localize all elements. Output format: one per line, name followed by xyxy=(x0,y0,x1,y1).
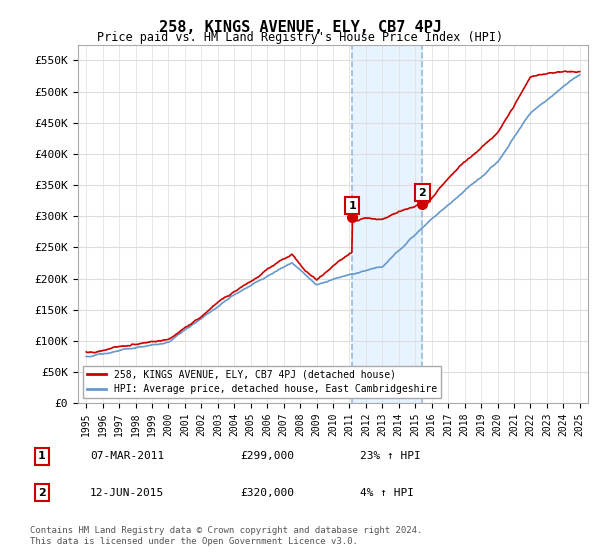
Text: 07-MAR-2011: 07-MAR-2011 xyxy=(90,451,164,461)
Text: 1: 1 xyxy=(38,451,46,461)
Text: Contains HM Land Registry data © Crown copyright and database right 2024.
This d: Contains HM Land Registry data © Crown c… xyxy=(30,526,422,546)
Text: 2: 2 xyxy=(419,188,427,198)
Text: 1: 1 xyxy=(349,200,356,211)
Text: 2: 2 xyxy=(38,488,46,498)
Text: £299,000: £299,000 xyxy=(240,451,294,461)
Text: 258, KINGS AVENUE, ELY, CB7 4PJ: 258, KINGS AVENUE, ELY, CB7 4PJ xyxy=(158,20,442,35)
Legend: 258, KINGS AVENUE, ELY, CB7 4PJ (detached house), HPI: Average price, detached h: 258, KINGS AVENUE, ELY, CB7 4PJ (detache… xyxy=(83,366,441,398)
Text: 23% ↑ HPI: 23% ↑ HPI xyxy=(360,451,421,461)
Text: Price paid vs. HM Land Registry's House Price Index (HPI): Price paid vs. HM Land Registry's House … xyxy=(97,31,503,44)
Text: 4% ↑ HPI: 4% ↑ HPI xyxy=(360,488,414,498)
Bar xyxy=(352,45,422,403)
Text: £320,000: £320,000 xyxy=(240,488,294,498)
Text: 12-JUN-2015: 12-JUN-2015 xyxy=(90,488,164,498)
